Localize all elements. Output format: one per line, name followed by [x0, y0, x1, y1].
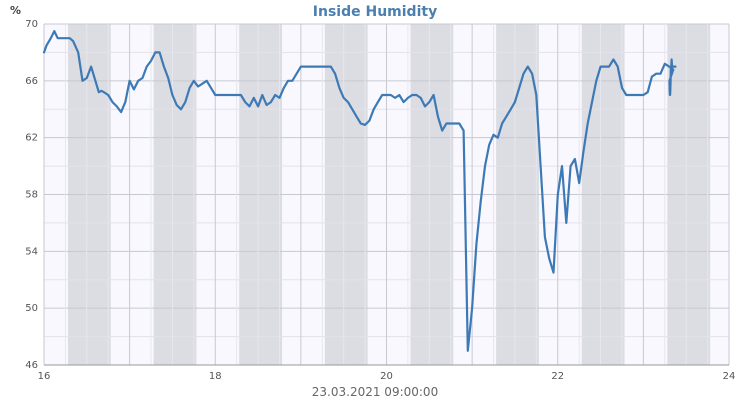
y-tick-label: 54: [25, 246, 38, 257]
x-tick-label: 18: [209, 371, 222, 382]
y-tick-label: 70: [25, 19, 38, 30]
x-tick-label: 20: [380, 371, 393, 382]
chart-title: Inside Humidity: [313, 4, 437, 20]
x-axis-ticks: 16 18 20 22 24: [38, 371, 736, 382]
y-tick-label: 58: [25, 190, 38, 201]
x-tick-label: 22: [551, 371, 564, 382]
y-axis-ticks: 46 50 54 58 62 66 70: [25, 19, 38, 371]
y-tick-label: 46: [25, 360, 38, 371]
x-tick-label: 16: [38, 371, 51, 382]
humidity-series-line: [42, 30, 677, 352]
y-axis-unit: %: [10, 4, 21, 17]
grid-lines: [43, 23, 730, 366]
y-tick-label: 66: [25, 76, 38, 87]
x-axis-label: 23.03.2021 09:00:00: [312, 385, 438, 399]
x-tick-label: 24: [723, 371, 736, 382]
y-tick-label: 50: [25, 303, 38, 314]
y-tick-label: 62: [25, 133, 38, 144]
